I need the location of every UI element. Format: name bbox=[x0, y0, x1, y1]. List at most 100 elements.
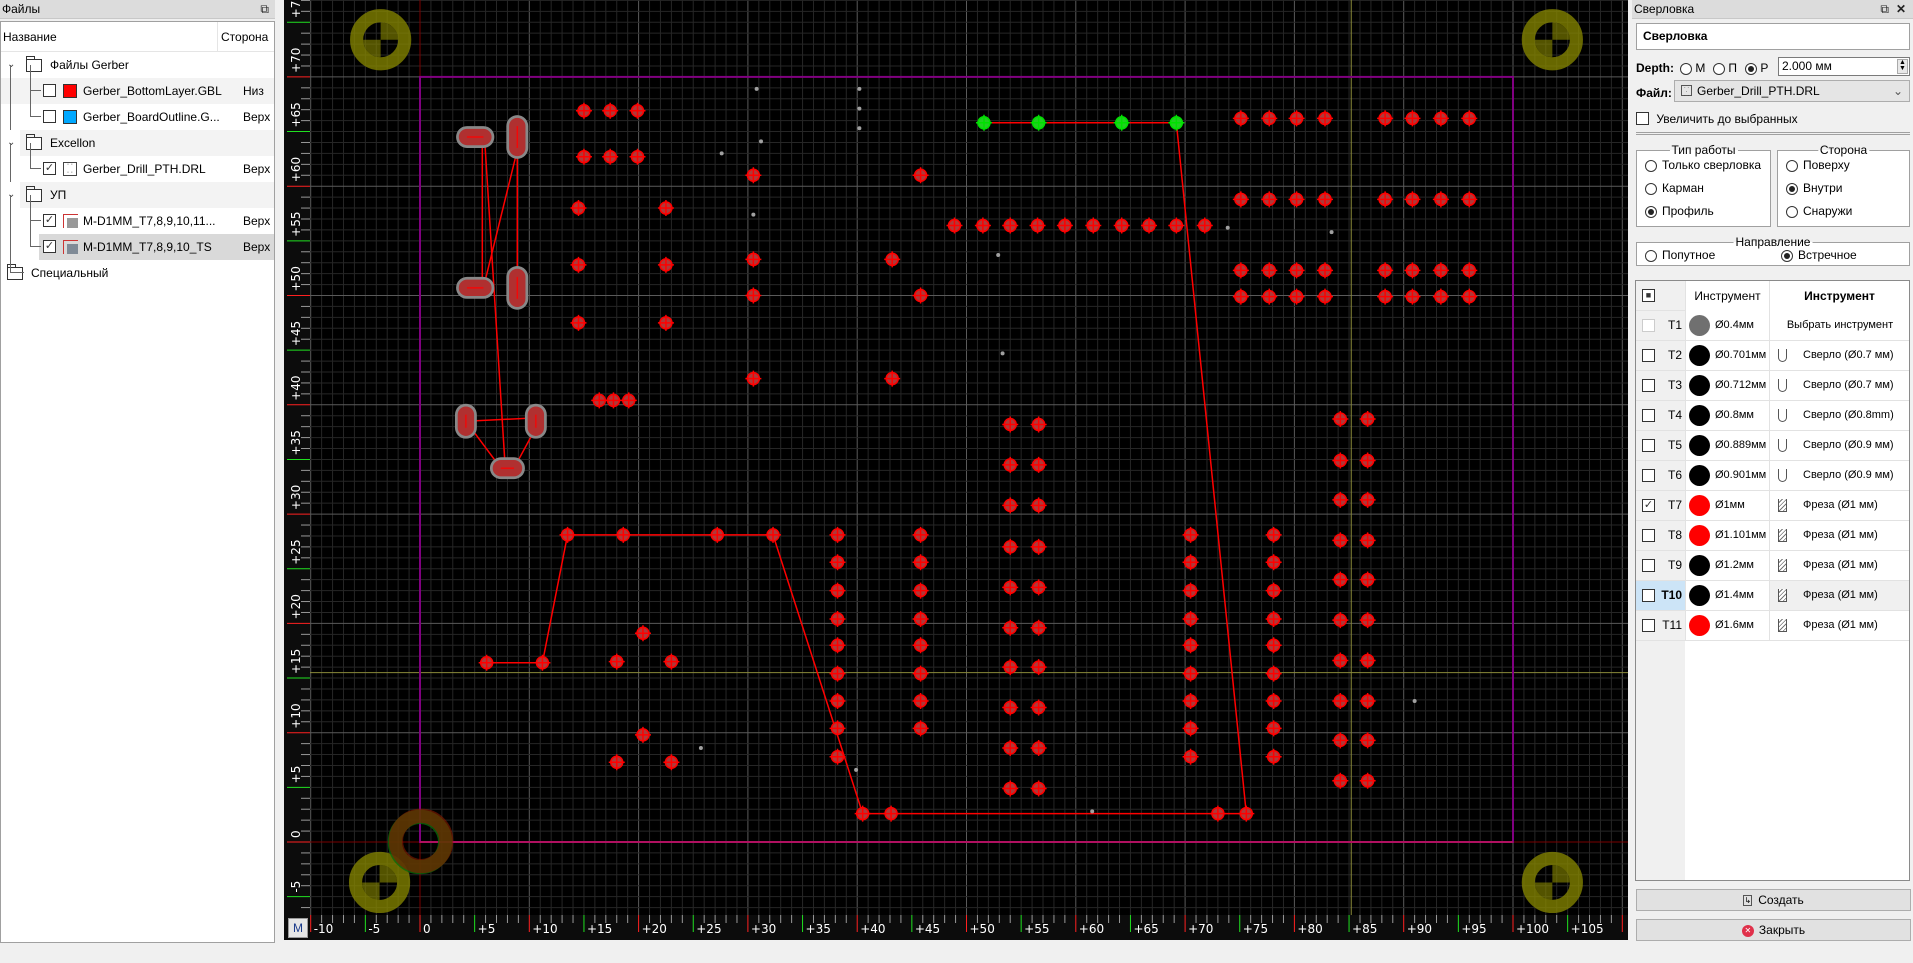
tool-checkbox[interactable]: ✓ bbox=[1642, 499, 1655, 512]
tool-row[interactable]: T10 Ø1.4мм Фреза (Ø1 мм) bbox=[1636, 581, 1909, 611]
row-header[interactable]: T8 bbox=[1636, 521, 1685, 550]
tree-file-item[interactable]: Gerber_BottomLayer.GBL Низ bbox=[1, 65, 274, 104]
select-all-checkbox[interactable]: ■ bbox=[1642, 289, 1655, 302]
close-button[interactable]: ✕ Закрыть bbox=[1636, 919, 1911, 941]
diameter-cell[interactable]: Ø1.6мм bbox=[1685, 611, 1769, 640]
tool-row[interactable]: T6 Ø0.901мм Сверло (Ø0.9 мм) bbox=[1636, 461, 1909, 491]
radio-button[interactable] bbox=[1786, 205, 1798, 218]
radio-option[interactable]: Встречное bbox=[1781, 246, 1857, 264]
tool-row[interactable]: T5 Ø0.889мм Сверло (Ø0.9 мм) bbox=[1636, 431, 1909, 461]
radio-option[interactable]: Только сверловка bbox=[1645, 156, 1761, 174]
depth-spinbox[interactable]: 2.000 мм ▲ ▼ bbox=[1778, 57, 1910, 76]
operation-name-input[interactable]: Сверловка bbox=[1636, 23, 1910, 50]
row-header[interactable]: T6 bbox=[1636, 461, 1685, 490]
enlarge-row[interactable]: Увеличить до выбранных bbox=[1636, 111, 1798, 126]
tool-checkbox[interactable] bbox=[1642, 439, 1655, 452]
chevron-down-icon[interactable]: ⌄ bbox=[7, 189, 16, 200]
row-header[interactable]: T11 bbox=[1636, 611, 1685, 640]
float-icon[interactable]: ⧉ bbox=[1880, 2, 1889, 16]
chevron-down-icon[interactable]: ⌄ bbox=[7, 137, 16, 148]
tree-file-item[interactable]: ✓ M-D1MM_T7,8,9,10_TS Верх bbox=[30, 221, 274, 260]
row-header[interactable]: T1 bbox=[1636, 311, 1685, 340]
file-visible-checkbox[interactable] bbox=[43, 84, 56, 97]
diameter-cell[interactable]: Ø0.712мм bbox=[1685, 371, 1769, 400]
diameter-cell[interactable]: Ø1.101мм bbox=[1685, 521, 1769, 550]
row-header[interactable]: ✓ T7 bbox=[1636, 491, 1685, 520]
diameter-cell[interactable]: Ø0.901мм bbox=[1685, 461, 1769, 490]
tool-cell[interactable]: Сверло (Ø0.8mm) bbox=[1769, 401, 1909, 430]
radio-button[interactable] bbox=[1645, 249, 1657, 262]
tree-file-item[interactable]: Gerber_BoardOutline.G... Верх bbox=[1, 91, 274, 130]
tool-checkbox[interactable] bbox=[1642, 529, 1655, 542]
tree-group[interactable]: ⌄ Файлы Gerber bbox=[1, 52, 274, 78]
pcb-viewer-canvas[interactable]: -50+5+10+15+20+25+30+35+40+45+50+55+60+6… bbox=[284, 0, 1628, 940]
radio-option[interactable]: Карман bbox=[1645, 179, 1704, 197]
file-combobox[interactable]: ∙ ∙ ∙ ∙ ∙ Gerber_Drill_PTH.DRL ⌄ bbox=[1674, 80, 1910, 102]
tree-group[interactable]: ⌄ УП bbox=[7, 182, 274, 208]
radio-option[interactable]: Поверху bbox=[1786, 156, 1850, 174]
file-visible-checkbox[interactable] bbox=[43, 110, 56, 123]
tool-cell[interactable]: Выбрать инструмент bbox=[1769, 311, 1909, 340]
radio-option[interactable]: Внутри bbox=[1786, 179, 1843, 197]
tool-checkbox[interactable] bbox=[1642, 589, 1655, 602]
radio-button[interactable] bbox=[1645, 182, 1657, 195]
tool-checkbox[interactable] bbox=[1642, 379, 1655, 392]
row-header[interactable]: T4 bbox=[1636, 401, 1685, 430]
tool-cell[interactable]: Фреза (Ø1 мм) bbox=[1769, 521, 1909, 550]
tree-group[interactable]: ⌄ Excellon bbox=[7, 130, 274, 156]
row-header[interactable]: T5 bbox=[1636, 431, 1685, 460]
col-side-header[interactable]: Сторона bbox=[217, 22, 268, 52]
diameter-cell[interactable]: Ø0.4мм bbox=[1685, 311, 1769, 340]
tree-file-item[interactable]: ✓ M-D1MM_T7,8,9,10,11... Верх bbox=[1, 195, 274, 234]
row-header[interactable]: T10 bbox=[1636, 581, 1685, 610]
depth-option[interactable]: М bbox=[1680, 58, 1705, 78]
row-header[interactable]: T9 bbox=[1636, 551, 1685, 580]
tool-row[interactable]: T3 Ø0.712мм Сверло (Ø0.7 мм) bbox=[1636, 371, 1909, 401]
tool-cell[interactable]: Фреза (Ø1 мм) bbox=[1769, 581, 1909, 610]
col-name-header[interactable]: Название bbox=[3, 30, 57, 44]
diameter-cell[interactable]: Ø1мм bbox=[1685, 491, 1769, 520]
diameter-cell[interactable]: Ø1.4мм bbox=[1685, 581, 1769, 610]
tool-checkbox[interactable] bbox=[1642, 559, 1655, 572]
tool-row[interactable]: ✓ T7 Ø1мм Фреза (Ø1 мм) bbox=[1636, 491, 1909, 521]
tool-checkbox[interactable] bbox=[1642, 409, 1655, 422]
create-button[interactable]: ↳ Создать bbox=[1636, 889, 1911, 911]
row-header[interactable]: T2 bbox=[1636, 341, 1685, 370]
radio-button[interactable] bbox=[1786, 159, 1798, 172]
radio-button[interactable] bbox=[1713, 62, 1725, 75]
diameter-cell[interactable]: Ø1.2мм bbox=[1685, 551, 1769, 580]
col-tool-header[interactable]: Инструмент bbox=[1685, 281, 1769, 311]
diameter-cell[interactable]: Ø0.8мм bbox=[1685, 401, 1769, 430]
radio-button[interactable] bbox=[1645, 205, 1657, 218]
spin-arrows-icon[interactable]: ▲ ▼ bbox=[1897, 59, 1908, 74]
tool-checkbox[interactable] bbox=[1642, 619, 1655, 632]
tree-group[interactable]: Специальный bbox=[1, 260, 274, 286]
radio-option[interactable]: Снаружи bbox=[1786, 202, 1852, 220]
radio-button[interactable] bbox=[1745, 62, 1757, 75]
tool-row[interactable]: T2 Ø0.701мм Сверло (Ø0.7 мм) bbox=[1636, 341, 1909, 371]
enlarge-checkbox[interactable] bbox=[1636, 112, 1649, 126]
radio-option[interactable]: Профиль bbox=[1645, 202, 1714, 220]
tool-cell[interactable]: Сверло (Ø0.9 мм) bbox=[1769, 461, 1909, 490]
radio-button[interactable] bbox=[1680, 62, 1692, 75]
tool-cell[interactable]: Фреза (Ø1 мм) bbox=[1769, 551, 1909, 580]
close-icon[interactable]: ✕ bbox=[1895, 2, 1906, 16]
file-visible-checkbox[interactable]: ✓ bbox=[43, 214, 56, 227]
radio-button[interactable] bbox=[1786, 182, 1798, 195]
tool-cell[interactable]: Фреза (Ø1 мм) bbox=[1769, 611, 1909, 640]
row-header[interactable]: T3 bbox=[1636, 371, 1685, 400]
chevron-down-icon[interactable]: ⌄ bbox=[7, 59, 16, 70]
tool-checkbox[interactable] bbox=[1642, 469, 1655, 482]
tool-cell[interactable]: Сверло (Ø0.7 мм) bbox=[1769, 341, 1909, 370]
units-button[interactable]: M bbox=[288, 918, 308, 938]
col-tool2-header[interactable]: Инструмент bbox=[1769, 281, 1909, 311]
tool-row[interactable]: T9 Ø1.2мм Фреза (Ø1 мм) bbox=[1636, 551, 1909, 581]
tree-file-item[interactable]: ✓ ∙ ∙ ∙ ∙ Gerber_Drill_PTH.DRL Верх bbox=[1, 143, 274, 182]
diameter-cell[interactable]: Ø0.889мм bbox=[1685, 431, 1769, 460]
tool-checkbox[interactable] bbox=[1642, 319, 1655, 332]
tool-cell[interactable]: Сверло (Ø0.9 мм) bbox=[1769, 431, 1909, 460]
radio-button[interactable] bbox=[1781, 249, 1793, 262]
tool-cell[interactable]: Фреза (Ø1 мм) bbox=[1769, 491, 1909, 520]
file-visible-checkbox[interactable]: ✓ bbox=[43, 240, 56, 253]
radio-option[interactable]: Попутное bbox=[1645, 246, 1715, 264]
